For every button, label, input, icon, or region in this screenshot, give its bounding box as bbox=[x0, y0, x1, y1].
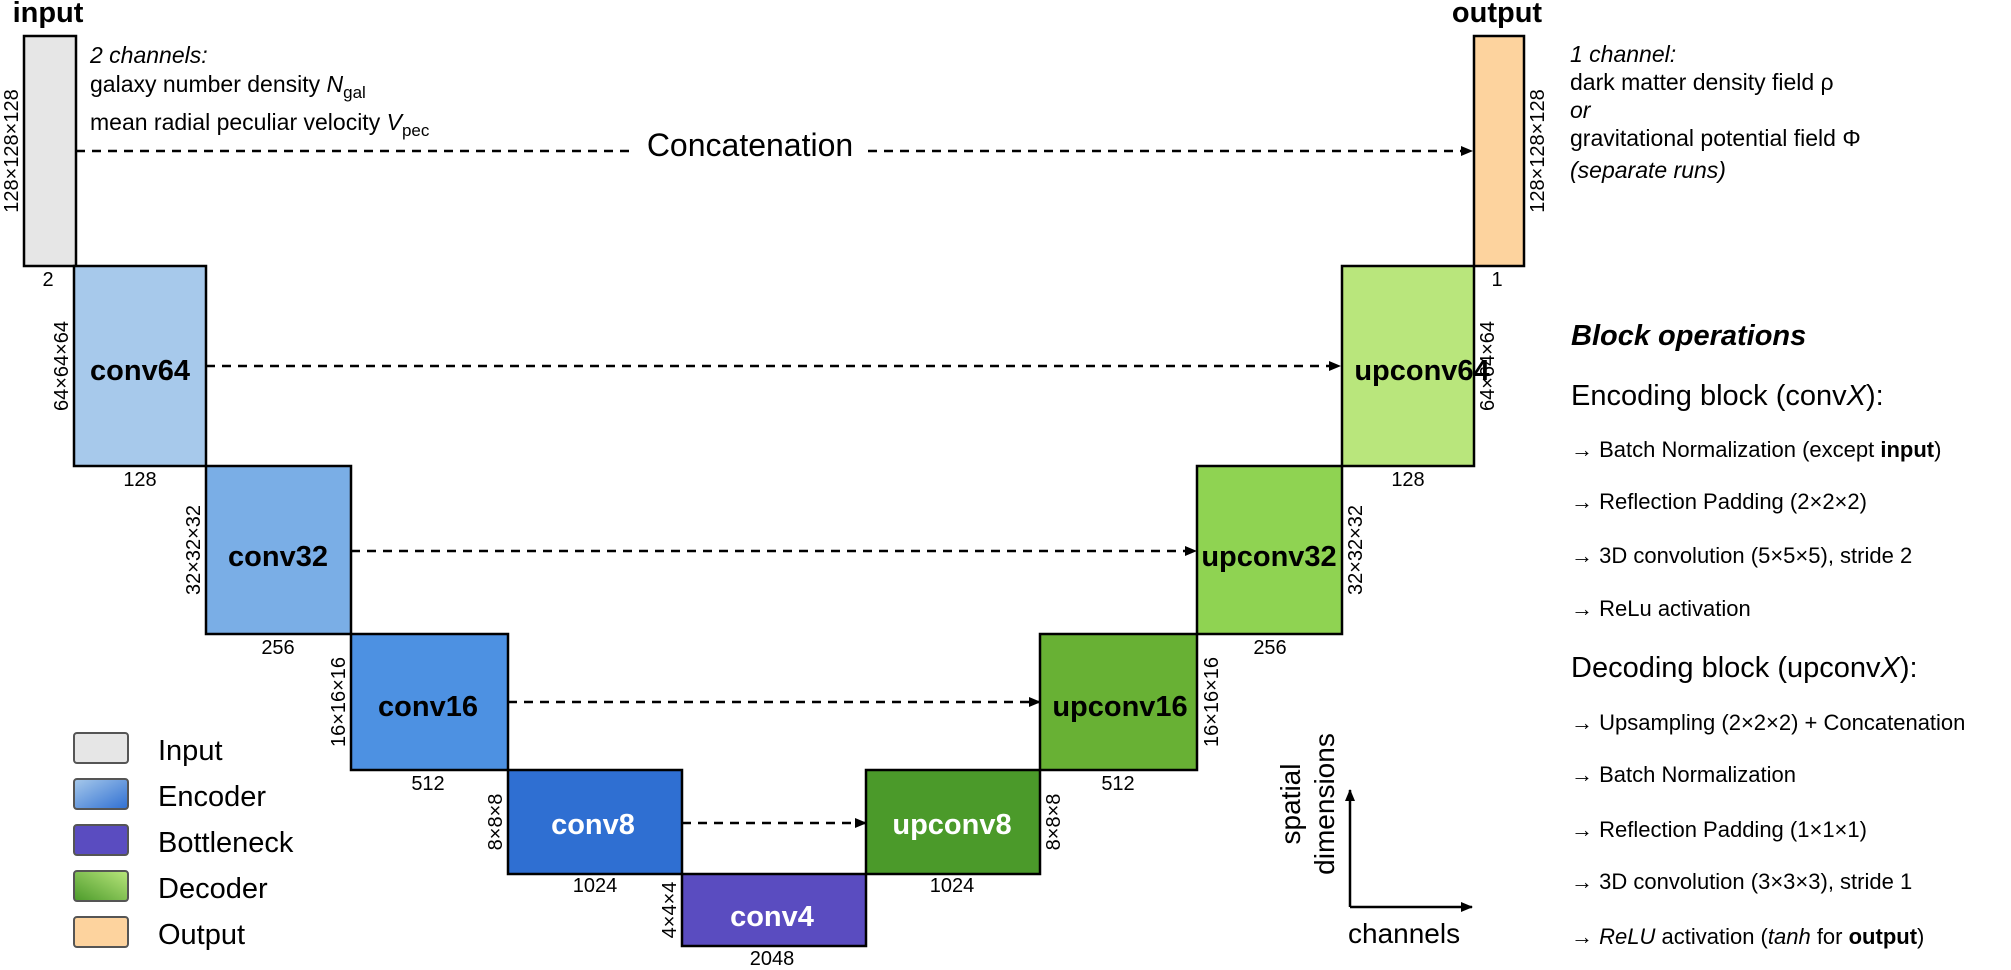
block-operations: Block operations Encoding block (convX):… bbox=[1571, 320, 1965, 949]
upconv32-label: upconv32 bbox=[1201, 541, 1336, 573]
block-ops-title: Block operations bbox=[1571, 320, 1806, 352]
dec-step-1: → Upsampling (2×2×2) + Concatenation bbox=[1571, 710, 1965, 735]
upconv8-dims: 8×8×8 bbox=[1043, 794, 1065, 851]
input-dims: 128×128×128 bbox=[1, 89, 23, 212]
upconv32-block bbox=[1195, 464, 1344, 636]
legend-swatch-output bbox=[73, 916, 129, 948]
output-channels: 1 bbox=[1491, 269, 1502, 291]
input-note-line1: 2 channels: bbox=[89, 42, 208, 68]
input-channels: 2 bbox=[42, 269, 53, 291]
upconv16-label: upconv16 bbox=[1052, 691, 1187, 723]
upconv8-label: upconv8 bbox=[892, 809, 1011, 841]
input-title: input bbox=[13, 0, 84, 29]
conv64-block bbox=[72, 264, 208, 468]
conv8-channels: 1024 bbox=[573, 875, 618, 897]
concat-label: Concatenation bbox=[647, 127, 853, 163]
upconv32-dims: 32×32×32 bbox=[1345, 505, 1367, 595]
legend: Input Encoder Bottleneck Decoder Output bbox=[73, 732, 294, 951]
dec-step-3: → Reflection Padding (1×1×1) bbox=[1571, 817, 1867, 842]
conv16-block bbox=[349, 632, 510, 772]
output-dims: 128×128×128 bbox=[1527, 89, 1549, 212]
conv8-label: conv8 bbox=[551, 809, 635, 841]
legend-swatch-encoder bbox=[73, 778, 129, 810]
upconv64-channels: 128 bbox=[1391, 469, 1424, 491]
output-note-line3: or bbox=[1570, 97, 1592, 123]
conv8-block bbox=[506, 768, 684, 876]
upconv8-channels: 1024 bbox=[930, 875, 975, 897]
output-note-line5: (separate runs) bbox=[1570, 157, 1726, 183]
dec-title: Decoding block (upconvX): bbox=[1571, 652, 1918, 684]
output-note-line2: dark matter density field ρ bbox=[1570, 69, 1834, 95]
upconv64-block bbox=[1340, 264, 1476, 468]
axis-y-label-line1: spatial bbox=[1275, 764, 1306, 845]
enc-title: Encoding block (convX): bbox=[1571, 380, 1884, 412]
dec-step-2: → Batch Normalization bbox=[1571, 762, 1796, 787]
axis-x-label: channels bbox=[1348, 918, 1460, 949]
conv4-block bbox=[680, 872, 868, 948]
upconv64-label: upconv64 bbox=[1354, 355, 1489, 387]
enc-step-3: → 3D convolution (5×5×5), stride 2 bbox=[1571, 543, 1912, 568]
legend-swatch-input bbox=[73, 732, 129, 764]
conv16-label: conv16 bbox=[378, 691, 478, 723]
conv32-label: conv32 bbox=[228, 541, 328, 573]
axis-indicator: spatial dimensions channels bbox=[1275, 733, 1473, 949]
conv32-dims: 32×32×32 bbox=[183, 505, 205, 595]
conv4-dims: 4×4×4 bbox=[659, 882, 681, 939]
legend-swatch-decoder bbox=[73, 870, 129, 902]
conv4-label: conv4 bbox=[730, 901, 814, 933]
enc-step-4: → ReLu activation bbox=[1571, 596, 1751, 621]
axis-y-label-line2: dimensions bbox=[1309, 733, 1340, 875]
output-title: output bbox=[1452, 0, 1543, 29]
enc-step-1: → Batch Normalization (except input) bbox=[1571, 437, 1941, 462]
input-note-line3: mean radial peculiar velocity Vpec bbox=[90, 109, 430, 140]
conv32-block bbox=[204, 464, 353, 636]
legend-label-bottleneck: Bottleneck bbox=[158, 827, 294, 859]
upconv64-dims: 64×64×64 bbox=[1477, 321, 1499, 411]
dec-step-4: → 3D convolution (3×3×3), stride 1 bbox=[1571, 869, 1912, 894]
upconv16-dims: 16×16×16 bbox=[1201, 657, 1223, 747]
upconv16-block bbox=[1038, 632, 1199, 772]
conv64-dims: 64×64×64 bbox=[51, 321, 73, 411]
output-note-line4: gravitational potential field Φ bbox=[1570, 125, 1861, 151]
legend-label-decoder: Decoder bbox=[158, 873, 268, 905]
legend-swatch-bottleneck bbox=[73, 824, 129, 856]
legend-label-output: Output bbox=[158, 919, 245, 951]
input-block bbox=[22, 34, 78, 268]
conv32-channels: 256 bbox=[261, 637, 294, 659]
input-note-line2: galaxy number density Ngal bbox=[90, 71, 366, 102]
legend-label-input: Input bbox=[158, 735, 223, 767]
conv16-dims: 16×16×16 bbox=[328, 657, 350, 747]
conv8-dims: 8×8×8 bbox=[485, 794, 507, 851]
conv64-label: conv64 bbox=[90, 355, 190, 387]
output-block bbox=[1472, 34, 1526, 268]
upconv8-block bbox=[864, 768, 1042, 876]
output-note-line1: 1 channel: bbox=[1570, 41, 1676, 67]
conv4-channels: 2048 bbox=[750, 948, 795, 970]
enc-step-2: → Reflection Padding (2×2×2) bbox=[1571, 489, 1867, 514]
upconv32-channels: 256 bbox=[1253, 637, 1286, 659]
upconv16-channels: 512 bbox=[1101, 773, 1134, 795]
conv64-channels: 128 bbox=[123, 469, 156, 491]
dec-step-5: → ReLU activation (tanh for output) bbox=[1571, 924, 1924, 949]
conv16-channels: 512 bbox=[411, 773, 444, 795]
legend-label-encoder: Encoder bbox=[158, 781, 266, 813]
